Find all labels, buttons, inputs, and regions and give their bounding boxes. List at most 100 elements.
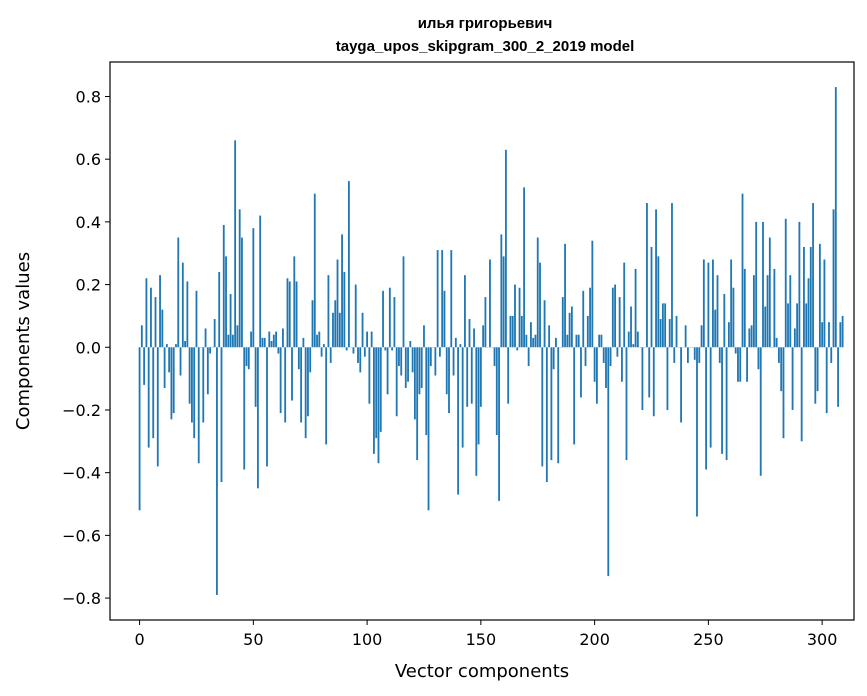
bar: [320, 347, 323, 357]
bar: [341, 234, 343, 348]
bar: [561, 297, 564, 348]
bar: [284, 347, 287, 423]
bar: [338, 312, 341, 348]
bar: [616, 347, 619, 357]
bar: [507, 347, 510, 404]
bar: [768, 237, 771, 348]
bar: [671, 203, 673, 348]
bar: [454, 337, 457, 348]
bar: [172, 347, 175, 414]
bar: [409, 341, 412, 348]
bar: [668, 319, 671, 348]
bar: [748, 328, 751, 348]
bar: [516, 347, 519, 351]
bar: [345, 347, 348, 351]
x-tick-label: 50: [243, 630, 263, 649]
bar: [256, 347, 259, 489]
bar: [636, 331, 639, 348]
bar: [798, 221, 801, 348]
bar: [261, 337, 264, 348]
bar: [650, 246, 653, 348]
bar: [580, 347, 582, 398]
y-tick-label: 0.8: [76, 87, 101, 106]
bar: [418, 347, 421, 395]
bar: [384, 347, 387, 351]
bar: [543, 300, 546, 348]
bar: [195, 290, 198, 348]
bar: [304, 347, 307, 439]
x-axis: 0 50 100 150 200 250 300: [134, 620, 837, 649]
bar: [225, 256, 227, 348]
bar: [357, 347, 359, 363]
bar: [443, 290, 446, 348]
bar: [607, 347, 610, 577]
bar: [318, 331, 321, 348]
bar: [570, 306, 573, 348]
bar: [646, 203, 648, 348]
bar: [193, 347, 196, 439]
bar: [500, 234, 503, 348]
bar: [470, 347, 473, 404]
bar: [243, 347, 246, 470]
bar: [459, 344, 462, 348]
bar: [625, 347, 628, 461]
bar: [666, 347, 669, 410]
bar: [140, 325, 143, 348]
bar: [495, 347, 498, 436]
bar: [548, 325, 551, 348]
bar: [234, 140, 237, 348]
bar: [175, 344, 177, 348]
bar: [614, 284, 617, 348]
bar: [179, 347, 182, 376]
bar: [655, 209, 657, 348]
bar: [366, 331, 369, 348]
bar: [311, 300, 314, 348]
bar: [252, 228, 255, 348]
bar: [204, 328, 207, 348]
bar: [377, 347, 380, 464]
bar: [752, 275, 755, 348]
bar: [750, 325, 753, 348]
bar: [493, 347, 496, 367]
bar: [498, 347, 500, 501]
y-axis: −0.8 −0.6 −0.4 −0.2 0.0 0.2 0.4 0.6 0.8: [62, 87, 110, 608]
bar: [218, 272, 221, 348]
bar: [229, 293, 232, 348]
bar: [809, 246, 812, 348]
bar: [165, 344, 168, 348]
y-tick-label: −0.2: [62, 401, 101, 420]
bar: [293, 256, 296, 348]
bar: [839, 322, 842, 348]
bar: [593, 347, 596, 382]
bar: [812, 203, 814, 348]
bar: [684, 325, 687, 348]
bar: [236, 325, 239, 348]
bar: [582, 290, 585, 348]
bar: [789, 275, 792, 348]
bar: [332, 312, 334, 348]
bar: [793, 328, 796, 348]
bar: [814, 347, 817, 404]
bar: [373, 347, 375, 454]
bar: [222, 225, 225, 348]
bar: [313, 193, 316, 348]
bar: [775, 337, 778, 348]
bar: [652, 347, 655, 417]
bar: [602, 347, 605, 363]
bar: [589, 287, 591, 348]
bar: [605, 347, 607, 389]
bar: [343, 272, 346, 348]
bar: [361, 312, 364, 348]
bar: [231, 334, 234, 348]
bar: [391, 347, 394, 351]
bar: [316, 334, 318, 348]
bar: [143, 347, 146, 385]
bar: [712, 259, 714, 348]
bar: [354, 284, 357, 348]
bar: [773, 268, 776, 348]
bar: [220, 347, 223, 483]
bar: [832, 209, 835, 348]
bar: [714, 309, 717, 348]
x-tick-label: 100: [352, 630, 383, 649]
